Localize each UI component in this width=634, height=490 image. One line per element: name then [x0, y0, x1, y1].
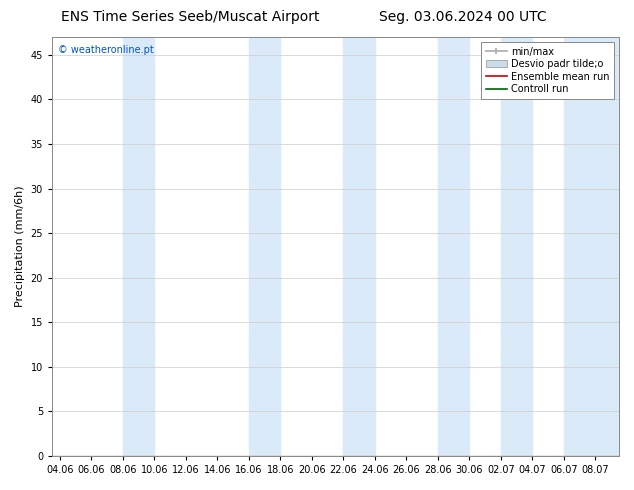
Bar	[438, 37, 469, 456]
Text: Seg. 03.06.2024 00 UTC: Seg. 03.06.2024 00 UTC	[379, 10, 547, 24]
Legend: min/max, Desvio padr tilde;o, Ensemble mean run, Controll run: min/max, Desvio padr tilde;o, Ensemble m…	[481, 42, 614, 99]
Bar	[123, 37, 155, 456]
Y-axis label: Precipitation (mm/6h): Precipitation (mm/6h)	[15, 186, 25, 307]
Text: ENS Time Series Seeb/Muscat Airport: ENS Time Series Seeb/Muscat Airport	[61, 10, 320, 24]
Bar	[344, 37, 375, 456]
Bar	[564, 37, 619, 456]
Text: © weatheronline.pt: © weatheronline.pt	[58, 46, 153, 55]
Bar	[249, 37, 280, 456]
Bar	[501, 37, 533, 456]
